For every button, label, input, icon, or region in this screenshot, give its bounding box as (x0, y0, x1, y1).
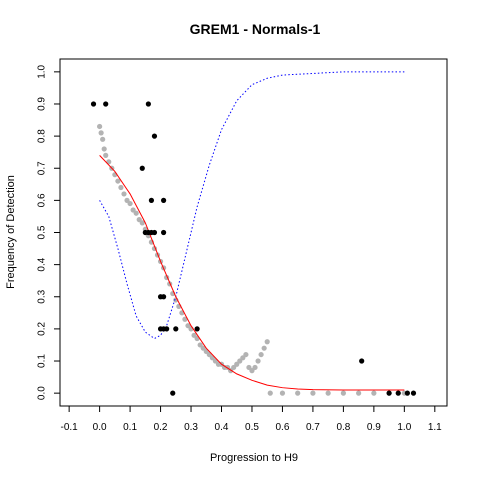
data-point (295, 390, 301, 396)
data-point (279, 390, 286, 396)
data-point (101, 146, 107, 152)
data-point (264, 339, 270, 345)
data-point (148, 197, 155, 203)
data-point (267, 390, 273, 396)
series-points (97, 123, 407, 396)
x-tick-label: 0.3 (184, 422, 198, 433)
data-point (90, 101, 97, 107)
plot-frame (59, 58, 448, 407)
data-point (194, 326, 200, 332)
series-points (90, 101, 417, 396)
data-point (395, 390, 401, 396)
data-point (118, 184, 124, 191)
data-point (103, 101, 109, 107)
y-tick-label: 0.4 (37, 257, 48, 271)
x-tick-label: 0.2 (154, 422, 168, 433)
x-tick-label: 0.8 (336, 422, 350, 433)
x-tick-label: 0.7 (306, 422, 320, 433)
data-point (252, 364, 258, 371)
series-line (99, 155, 405, 391)
x-tick-label: 0.4 (215, 422, 229, 433)
y-tick-label: 1.0 (37, 64, 48, 78)
x-tick-label: 0.0 (93, 422, 107, 433)
x-tick-label: 0.6 (275, 422, 289, 433)
data-point (100, 136, 106, 142)
data-point (145, 101, 151, 107)
data-point (139, 165, 145, 171)
data-point (258, 351, 264, 358)
data-point (170, 390, 176, 396)
data-point (255, 358, 261, 364)
data-point (386, 390, 392, 396)
data-point (98, 130, 104, 136)
y-axis-label: Frequency of Detection (5, 175, 17, 289)
data-point (310, 390, 316, 396)
data-point (243, 351, 249, 358)
data-point (97, 123, 103, 130)
x-axis-label: Progression to H9 (210, 452, 298, 464)
y-tick-label: 0.1 (37, 354, 48, 368)
data-point (139, 220, 145, 226)
y-tick-label: 0.5 (37, 225, 48, 239)
y-axis: 0.0 0.1 0.2 0.3 0.4 0.5 0.6 0.7 0.8 0.9 1.0 (37, 64, 60, 400)
series-layer (90, 71, 417, 396)
data-point (410, 390, 417, 396)
x-tick-label: 0.5 (245, 422, 259, 433)
data-point (182, 316, 188, 322)
x-axis: -0.1 0.0 0.1 0.2 0.3 0.4 0.5 0.6 0.7 0.8 0.9 1.0 1.1 (61, 406, 442, 433)
x-tick-label: -0.1 (61, 422, 79, 433)
y-tick-label: 0.6 (37, 193, 48, 207)
x-tick-label: 0.9 (367, 422, 381, 433)
data-point (127, 200, 133, 207)
y-tick-label: 0.2 (37, 322, 48, 336)
data-point (151, 229, 158, 236)
data-point (151, 133, 158, 139)
data-point (161, 229, 167, 236)
data-point (173, 326, 179, 332)
data-point (340, 390, 346, 396)
data-point (359, 358, 365, 364)
data-point (404, 390, 410, 396)
data-point (164, 326, 170, 332)
data-point (121, 191, 127, 197)
y-tick-label: 0.3 (37, 289, 48, 303)
data-point (103, 152, 109, 158)
y-tick-label: 0.8 (37, 129, 48, 143)
data-point (356, 390, 362, 396)
data-point (133, 210, 139, 216)
y-tick-label: 0.0 (37, 386, 48, 400)
series-line (99, 71, 405, 340)
data-point (371, 390, 377, 396)
chart-title: GREM1 - Normals-1 (190, 21, 321, 37)
x-tick-label: 1.1 (428, 422, 442, 433)
x-tick-label: 0.1 (123, 422, 137, 433)
data-point (161, 197, 167, 203)
y-tick-label: 0.9 (37, 97, 48, 111)
data-point (325, 390, 331, 396)
data-point (261, 345, 267, 351)
data-point (161, 294, 167, 300)
x-tick-label: 1.0 (397, 422, 411, 433)
data-point (115, 178, 121, 184)
y-tick-label: 0.7 (37, 161, 48, 175)
